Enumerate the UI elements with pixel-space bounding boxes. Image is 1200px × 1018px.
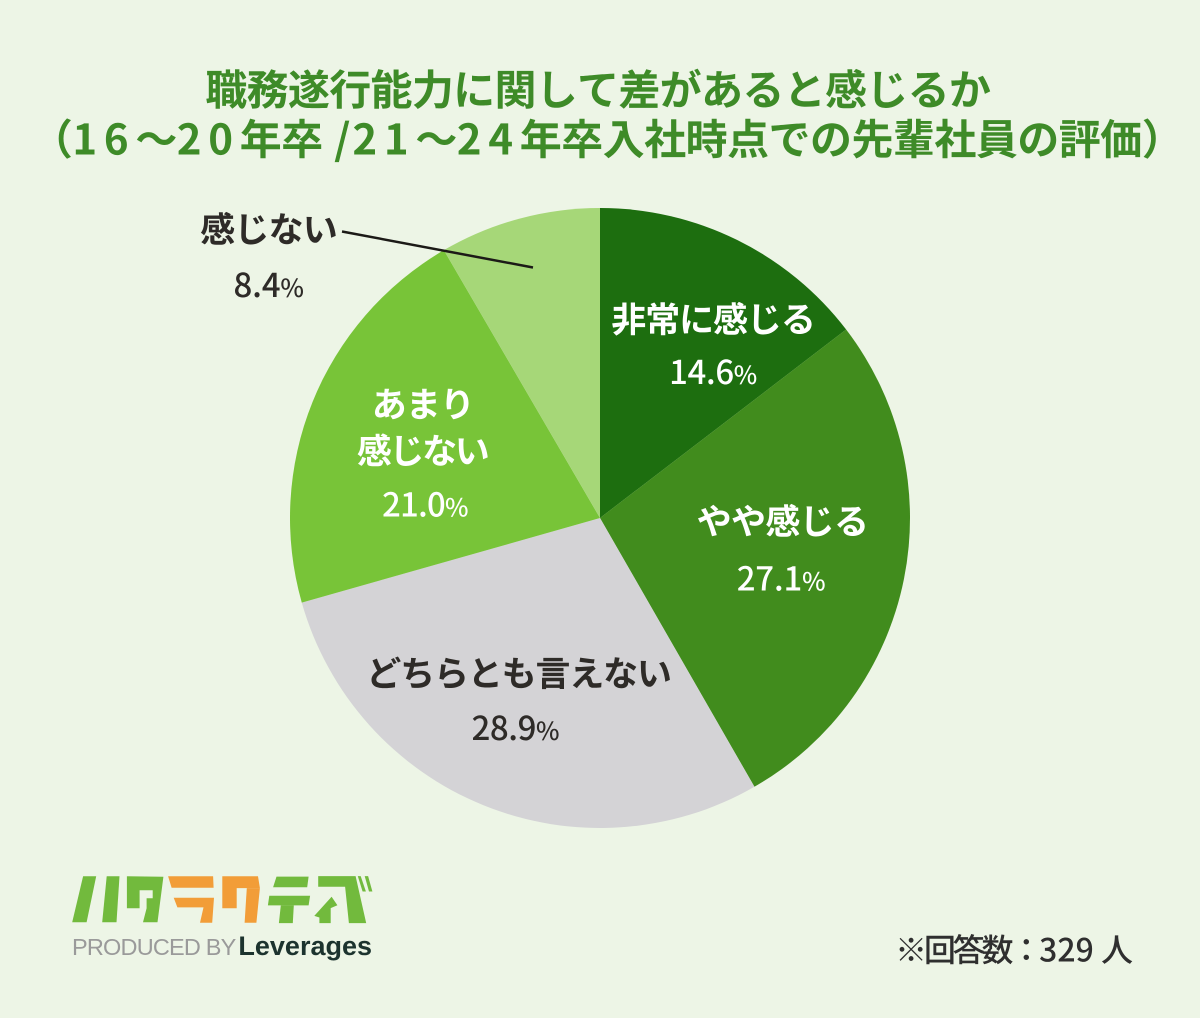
svg-text:Leverages: Leverages xyxy=(238,931,372,961)
svg-text:PRODUCED BY: PRODUCED BY xyxy=(72,934,237,960)
